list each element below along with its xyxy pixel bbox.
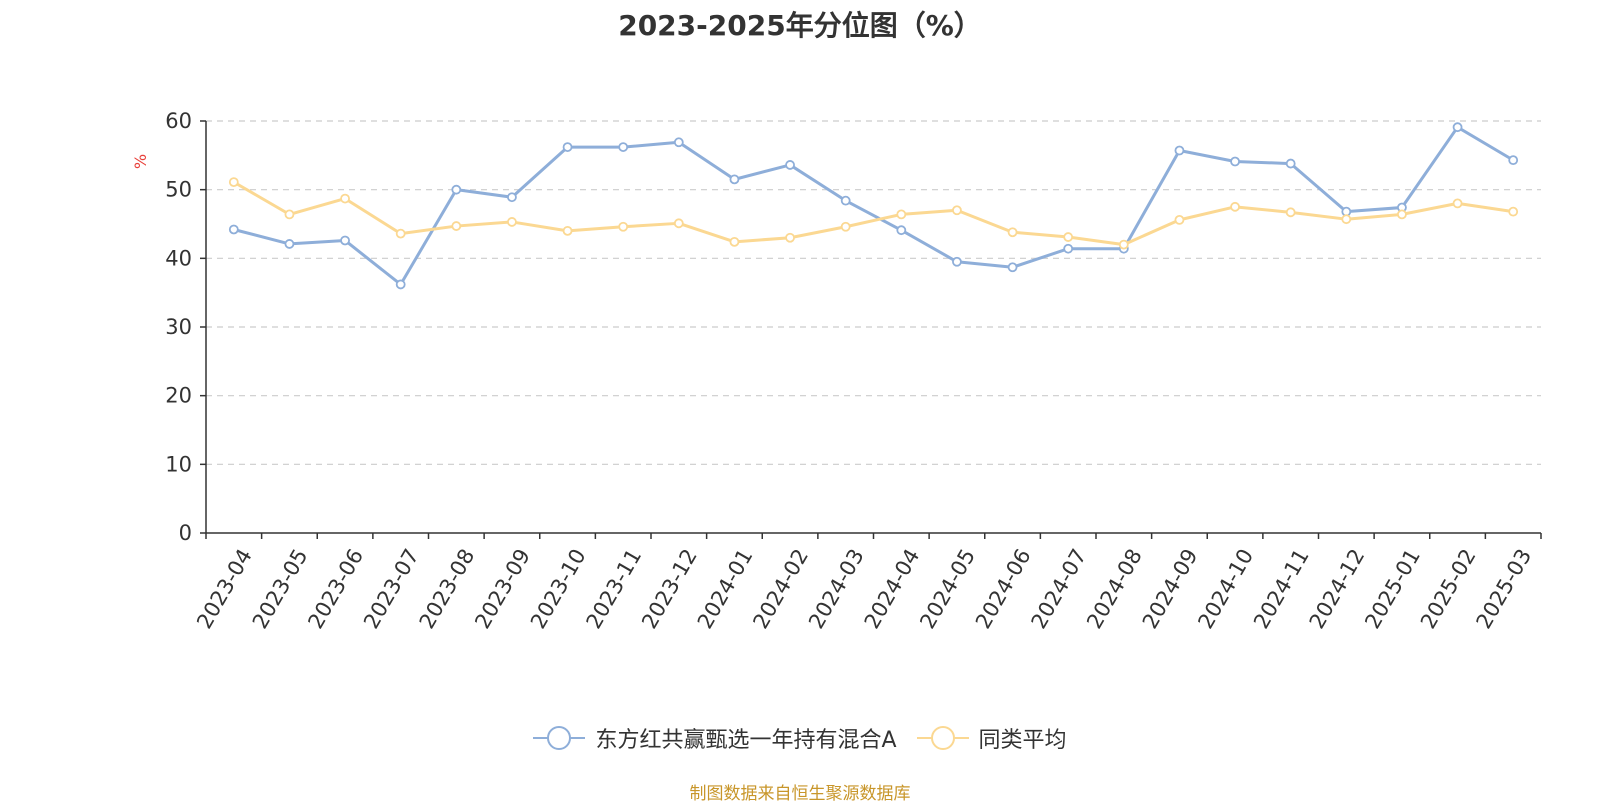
data-point-0 <box>1230 156 1240 167</box>
data-point-1 <box>562 225 573 236</box>
data-point-1 <box>1508 206 1519 217</box>
x-tick-label: 2023-11 <box>582 545 647 633</box>
x-tick-label: 2023-05 <box>248 545 313 633</box>
data-point-1 <box>673 218 684 229</box>
data-source-note: 制图数据来自恒生聚源数据库 <box>689 784 911 804</box>
x-tick-label: 2024-10 <box>1193 545 1258 633</box>
data-point-0 <box>896 225 907 236</box>
y-tick-label: 40 <box>165 246 192 270</box>
legend-label-fund: 东方红共赢甄选一年持有混合A <box>595 728 897 753</box>
data-point-1 <box>340 193 350 204</box>
data-point-1 <box>1230 201 1240 212</box>
data-point-0 <box>284 239 295 249</box>
data-point-0 <box>673 137 684 148</box>
data-point-1 <box>785 232 795 243</box>
data-point-0 <box>1063 243 1074 254</box>
legend-item-average[interactable]: 同类平均 <box>916 722 1067 754</box>
legend-item-fund[interactable]: 东方红共赢甄选一年持有混合A <box>533 722 897 754</box>
data-point-1 <box>1007 227 1018 238</box>
x-tick-label: 2025-02 <box>1416 545 1481 633</box>
data-point-1 <box>1063 232 1074 242</box>
legend: 东方红共赢甄选一年持有混合A 同类平均 <box>0 722 1600 754</box>
x-tick-label: 2023-12 <box>637 545 702 633</box>
data-point-0 <box>729 174 740 185</box>
data-point-0 <box>1174 145 1185 156</box>
data-point-1 <box>1118 239 1129 250</box>
data-point-0 <box>840 195 851 206</box>
data-point-0 <box>395 279 406 290</box>
data-point-1 <box>952 205 962 216</box>
y-tick-label: 10 <box>165 452 192 476</box>
data-point-0 <box>340 235 350 246</box>
data-point-1 <box>1174 214 1185 225</box>
y-tick-label: 20 <box>165 384 192 408</box>
data-point-0 <box>952 256 962 267</box>
x-tick-label: 2024-03 <box>804 545 869 633</box>
x-tick-label: 2024-02 <box>748 545 813 633</box>
data-point-1 <box>896 209 907 220</box>
data-point-1 <box>395 228 406 239</box>
data-point-1 <box>1341 214 1352 225</box>
data-point-0 <box>618 142 629 152</box>
data-point-0 <box>451 184 462 195</box>
x-tick-label: 2025-01 <box>1360 545 1425 633</box>
data-point-0 <box>1007 262 1018 273</box>
chart-title: 2023-2025年分位图（%） <box>618 9 982 42</box>
x-tick-label: 2024-09 <box>1138 545 1203 633</box>
x-tick-label: 2024-06 <box>971 545 1036 633</box>
x-tick-label: 2024-05 <box>915 545 980 633</box>
data-point-1 <box>1452 198 1463 209</box>
y-tick-label: 60 <box>165 109 192 133</box>
data-point-0 <box>1285 158 1296 169</box>
data-point-0 <box>507 192 517 203</box>
line-chart: 01020304050602023-042023-052023-062023-0… <box>165 109 1542 633</box>
data-point-1 <box>507 217 517 227</box>
data-point-0 <box>228 224 239 235</box>
x-tick-label: 2023-08 <box>415 545 480 633</box>
x-tick-label: 2023-04 <box>192 545 257 633</box>
data-point-1 <box>1285 207 1296 218</box>
legend-circle-icon <box>916 726 969 750</box>
data-point-1 <box>729 236 740 247</box>
legend-label-average: 同类平均 <box>978 728 1067 753</box>
x-tick-label: 2025-03 <box>1472 545 1537 633</box>
data-point-0 <box>1452 122 1463 133</box>
series-line-0 <box>233 125 1514 286</box>
data-point-1 <box>1397 209 1407 220</box>
data-point-1 <box>618 221 629 232</box>
y-tick-label: 0 <box>179 521 192 545</box>
x-tick-label: 2023-07 <box>359 545 424 633</box>
y-tick-label: 50 <box>165 178 192 202</box>
data-point-1 <box>840 221 851 232</box>
data-point-0 <box>562 142 573 152</box>
data-point-0 <box>1508 155 1519 166</box>
data-point-1 <box>284 209 295 220</box>
legend-circle-icon <box>533 726 586 750</box>
x-tick-label: 2023-09 <box>470 545 535 633</box>
series-line-1 <box>233 180 1514 247</box>
x-tick-label: 2024-11 <box>1249 545 1314 633</box>
x-tick-label: 2023-10 <box>526 545 591 633</box>
x-tick-label: 2023-06 <box>303 545 368 633</box>
x-tick-label: 2024-08 <box>1082 545 1147 633</box>
data-point-0 <box>785 160 795 170</box>
data-point-1 <box>228 177 239 188</box>
data-point-1 <box>451 221 462 231</box>
y-tick-label: 30 <box>165 315 192 339</box>
x-tick-label: 2024-12 <box>1305 545 1370 633</box>
x-tick-label: 2024-07 <box>1027 545 1092 633</box>
x-tick-label: 2024-04 <box>860 545 925 633</box>
x-tick-label: 2024-01 <box>693 545 758 633</box>
